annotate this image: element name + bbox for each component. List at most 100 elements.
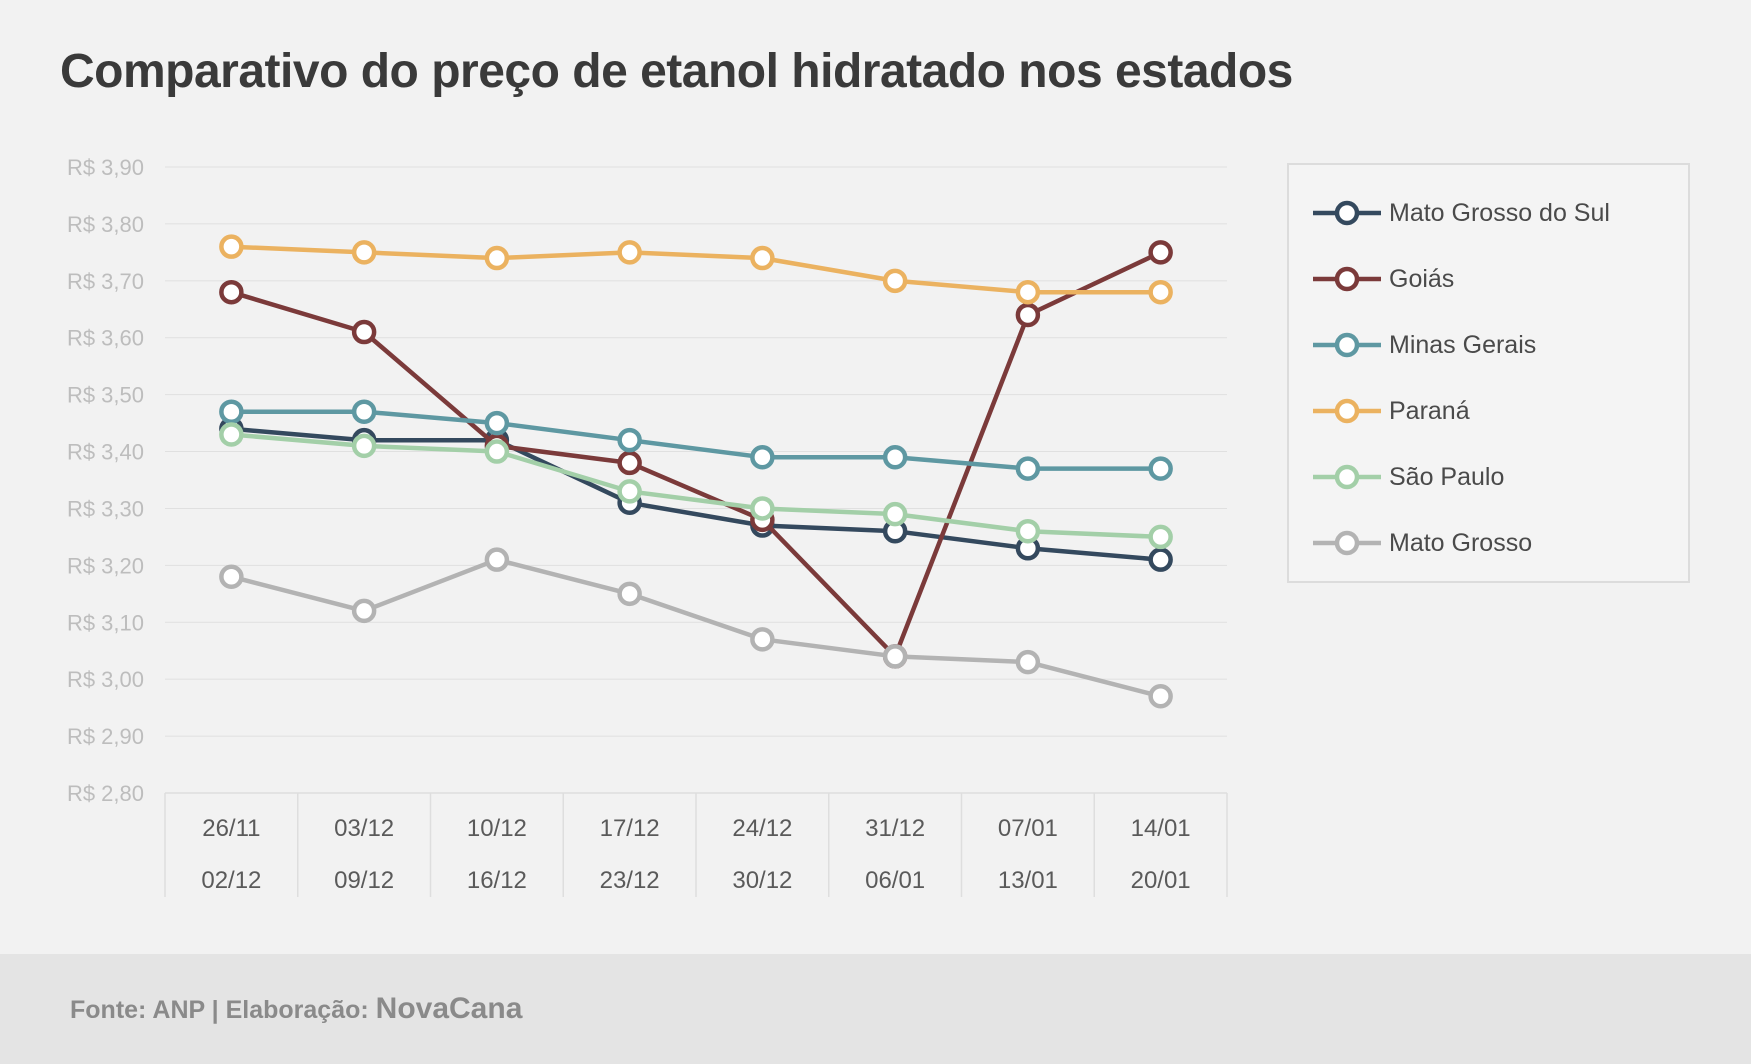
data-point	[750, 627, 775, 652]
legend-swatch	[1313, 464, 1381, 490]
legend-item: São Paulo	[1311, 457, 1671, 497]
line-chart: R$ 3,90 R$ 3,80 R$ 3,70 R$ 3,60 R$ 3,50 R$ 3,…	[67, 155, 1228, 897]
series-line	[230, 557, 1162, 699]
x-tick-label-start: 07/01	[998, 815, 1058, 842]
legend-item: Paraná	[1311, 391, 1671, 431]
x-tick-label-start: 10/12	[467, 815, 527, 842]
y-tick-label: R$ 3,20	[67, 553, 144, 578]
series-line	[231, 426, 1161, 562]
legend-label: Paraná	[1389, 397, 1470, 425]
data-point	[617, 450, 642, 476]
x-tick-label-end: 09/12	[334, 867, 394, 894]
legend-label: Minas Gerais	[1389, 331, 1537, 359]
data-point	[1015, 279, 1041, 305]
series-São Paulo	[219, 422, 1173, 550]
data-point	[617, 479, 642, 504]
x-axis-category-table: 26/11 02/12 03/12 09/12 10/12 16/12 17/12 23/12…	[164, 792, 1228, 897]
series-lines	[219, 234, 1173, 709]
data-point	[219, 399, 244, 424]
y-axis-tick-labels: R$ 3,90 R$ 3,80 R$ 3,70 R$ 3,60 R$ 3,50 R$ 3,…	[67, 155, 144, 806]
data-point	[750, 245, 775, 271]
legend-swatch	[1313, 200, 1381, 226]
data-point	[351, 240, 377, 265]
data-point	[882, 268, 908, 294]
footer: Fonte: ANP | Elaboração: NovaCana	[0, 954, 1751, 1064]
data-point	[617, 240, 642, 265]
legend-label: Mato Grosso do Sul	[1389, 199, 1610, 227]
x-tick-label-start: 14/01	[1131, 815, 1191, 842]
data-point	[882, 501, 908, 527]
y-tick-label: R$ 3,90	[67, 155, 144, 180]
series-Paraná	[219, 234, 1173, 305]
x-tick-label-end: 02/12	[201, 867, 261, 894]
data-point	[1015, 649, 1041, 675]
source-credit: Fonte: ANP | Elaboração: NovaCana	[70, 992, 522, 1026]
data-point	[219, 279, 244, 305]
y-tick-label: R$ 3,50	[67, 383, 144, 408]
data-point	[351, 399, 377, 424]
y-tick-label: R$ 3,00	[67, 667, 144, 692]
y-tick-label: R$ 3,70	[67, 269, 144, 294]
legend-item: Goiás	[1311, 259, 1671, 299]
x-tick-label-end: 23/12	[600, 867, 660, 894]
data-point	[882, 644, 908, 669]
chart-title: Comparativo do preço de etanol hidratado…	[60, 45, 1293, 98]
data-point	[351, 433, 377, 459]
data-point	[1148, 524, 1173, 550]
y-tick-label: R$ 3,80	[67, 212, 144, 237]
data-point	[484, 439, 510, 464]
series-line	[230, 250, 1162, 659]
data-point	[219, 234, 244, 259]
data-point	[617, 581, 642, 607]
legend-label: Mato Grosso	[1389, 529, 1533, 557]
series-Minas Gerais	[219, 399, 1173, 481]
legend-label: São Paulo	[1389, 463, 1505, 491]
brand-name: NovaCana	[375, 992, 523, 1025]
data-point	[750, 496, 775, 521]
x-tick-label-end: 30/12	[732, 867, 792, 894]
x-tick-label-start: 24/12	[732, 815, 792, 842]
y-tick-label: R$ 3,40	[67, 440, 144, 465]
data-point	[484, 410, 510, 436]
data-point	[484, 547, 510, 572]
source-text: Fonte: ANP | Elaboração:	[70, 996, 376, 1024]
series-Mato Grosso	[219, 547, 1173, 709]
legend: Mato Grosso do Sul Goiás Minas Gerais Paran…	[1287, 163, 1690, 583]
x-tick-label-start: 03/12	[334, 815, 394, 842]
data-point	[1015, 302, 1041, 328]
data-point	[1015, 456, 1041, 481]
data-point	[219, 422, 244, 447]
x-tick-label-start: 26/11	[202, 815, 260, 842]
y-tick-label: R$ 2,90	[67, 724, 144, 749]
data-point	[1148, 684, 1173, 709]
legend-label: Goiás	[1389, 265, 1455, 293]
x-tick-label-end: 16/12	[467, 867, 527, 894]
data-point	[1148, 456, 1173, 481]
y-tick-label: R$ 3,30	[67, 496, 144, 521]
data-point	[750, 444, 775, 470]
data-point	[219, 564, 244, 589]
data-point	[1148, 279, 1173, 305]
data-point	[882, 444, 908, 470]
series-line	[231, 244, 1161, 295]
legend-item: Mato Grosso	[1311, 523, 1671, 563]
data-point	[484, 245, 510, 271]
data-point	[1148, 240, 1173, 265]
data-point	[1015, 518, 1041, 544]
data-point	[617, 427, 642, 453]
data-point	[1148, 547, 1173, 572]
legend-swatch	[1313, 266, 1381, 292]
y-tick-label: R$ 2,80	[67, 781, 144, 806]
x-tick-label-start: 17/12	[600, 815, 660, 842]
legend-item: Mato Grosso do Sul	[1311, 193, 1671, 233]
y-tick-label: R$ 3,10	[67, 610, 144, 635]
legend-swatch	[1313, 530, 1381, 556]
data-point	[351, 319, 377, 345]
y-tick-label: R$ 3,60	[67, 326, 144, 351]
legend-item: Minas Gerais	[1311, 325, 1671, 365]
x-tick-label-end: 13/01	[998, 867, 1058, 894]
series-line	[231, 409, 1161, 471]
data-point	[351, 598, 377, 624]
grid-lines	[165, 166, 1227, 737]
x-tick-label-start: 31/12	[865, 815, 925, 842]
